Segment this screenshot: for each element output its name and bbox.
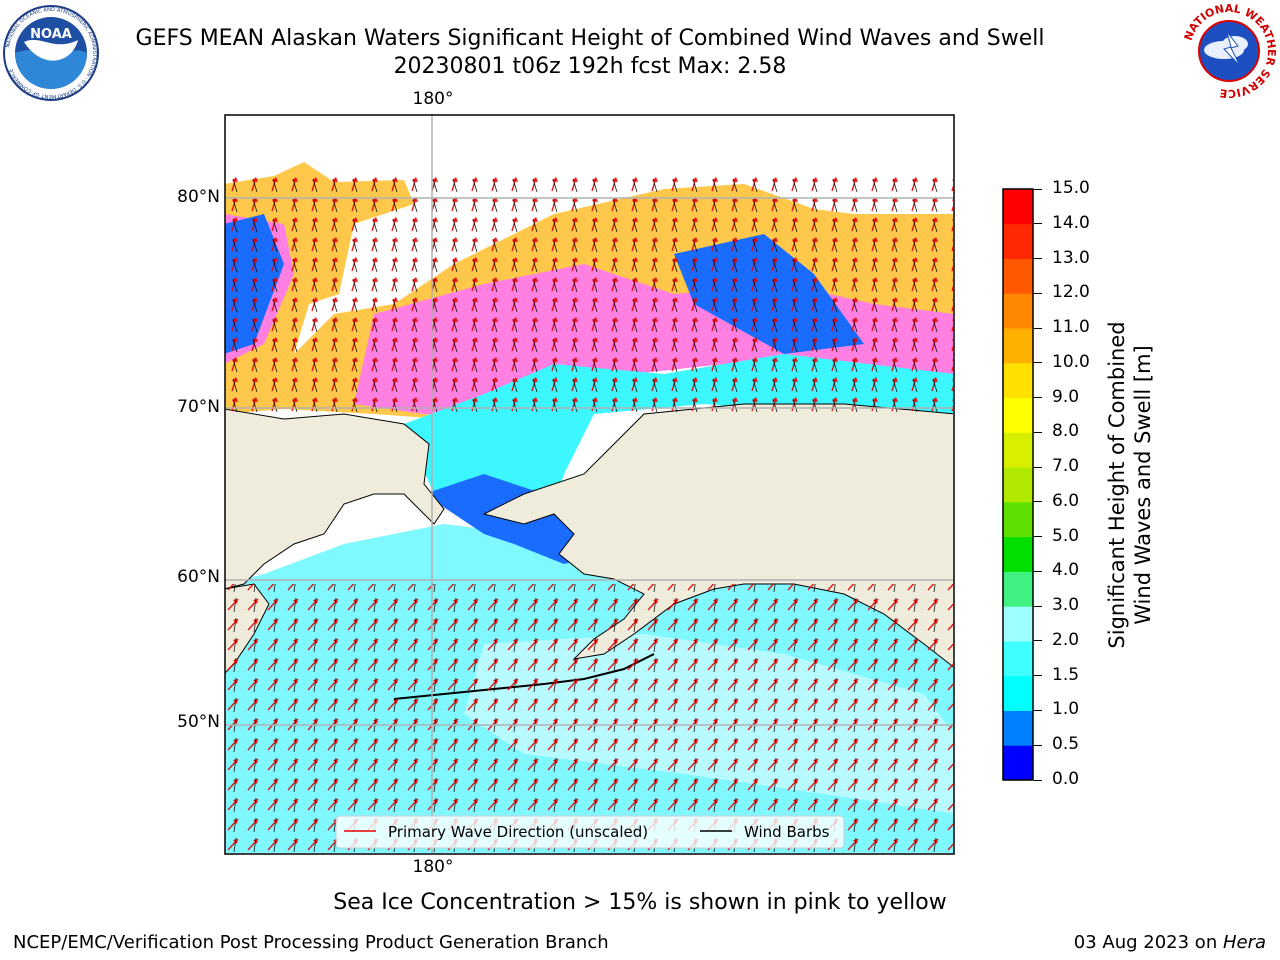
colorbar-tick-mark [1034, 292, 1042, 294]
footer-date: 03 Aug 2023 on Hera [1074, 932, 1266, 953]
footer-date-text: 03 Aug 2023 on [1073, 932, 1223, 953]
colorbar-tick-label: 1.0 [1052, 699, 1080, 720]
colorbar-tick-label: 14.0 [1052, 212, 1090, 233]
map-frame [224, 114, 955, 855]
lon-label-bottom: 180° [412, 857, 454, 877]
colorbar-tick-label: 0.5 [1052, 734, 1080, 755]
colorbar-tick-label: 6.0 [1052, 490, 1080, 511]
colorbar-tick-mark [1034, 709, 1042, 711]
colorbar-title-line2: Wind Waves and Swell [m] [1131, 345, 1155, 625]
colorbar-tick-label: 7.0 [1052, 456, 1080, 477]
colorbar-tick-label: 0.0 [1052, 769, 1080, 789]
colorbar-tick-label: 5.0 [1052, 525, 1080, 546]
nws-logo: NATIONAL WEATHER SERVICE [1182, 2, 1278, 100]
lon-label-top: 180° [412, 89, 454, 109]
colorbar-tick-mark [1034, 744, 1042, 746]
colorbar-tick-mark [1034, 675, 1042, 677]
noaa-logo: NOAA NATIONAL OCEANIC AND ATMOSPHERIC AD… [3, 5, 99, 101]
siberia-land [225, 408, 445, 590]
map-subtitle: 20230801 t06z 192h fcst Max: 2.58 [393, 54, 787, 79]
colorbar-tick-label: 9.0 [1052, 386, 1080, 407]
legend-wind-label: Wind Barbs [744, 823, 830, 841]
legend-wave-label: Primary Wave Direction (unscaled) [388, 823, 648, 841]
colorbar-tick-label: 4.0 [1052, 560, 1080, 581]
lat-label-80: 80°N [177, 187, 220, 207]
footer-branch: NCEP/EMC/Verification Post Processing Pr… [13, 932, 609, 953]
colorbar-title-line1: Significant Height of Combined [1105, 321, 1129, 649]
colorbar-tick-label: 2.0 [1052, 629, 1080, 650]
colorbar-segment [1003, 675, 1033, 711]
colorbar-tick-label: 10.0 [1052, 351, 1090, 372]
colorbar-segment [1003, 501, 1033, 538]
colorbar-tick-mark [1034, 431, 1042, 433]
map-legend: Primary Wave Direction (unscaled) Wind B… [335, 815, 845, 849]
colorbar-tick-label: 3.0 [1052, 595, 1080, 616]
colorbar [1002, 188, 1034, 781]
colorbar-segment [1003, 745, 1033, 781]
colorbar-segment [1003, 606, 1033, 642]
lat-label-50: 50°N [177, 712, 220, 732]
colorbar-segment [1003, 536, 1033, 572]
colorbar-tick-mark [1034, 223, 1042, 225]
colorbar-tick-label: 13.0 [1052, 247, 1090, 268]
colorbar-tick-label: 12.0 [1052, 282, 1090, 303]
colorbar-segment [1003, 640, 1033, 677]
colorbar-tick-label: 1.5 [1052, 664, 1080, 685]
colorbar-tick-label: 15.0 [1052, 178, 1090, 198]
colorbar-segment [1003, 397, 1033, 433]
colorbar-tick-mark [1034, 501, 1042, 503]
colorbar-segment [1003, 467, 1033, 503]
colorbar-tick-mark [1034, 362, 1042, 364]
wave-arrows-ocean [225, 584, 953, 853]
colorbar-tick-mark [1034, 605, 1042, 607]
colorbar-segment [1003, 189, 1033, 225]
lat-label-70: 70°N [177, 397, 220, 417]
wave-arrows-arctic [225, 174, 953, 414]
colorbar-tick-mark [1034, 570, 1042, 572]
colorbar-tick-mark [1034, 397, 1042, 399]
colorbar-title: Significant Height of Combined Wind Wave… [1104, 321, 1156, 648]
colorbar-tick-mark [1034, 327, 1042, 329]
colorbar-tick-mark [1034, 779, 1042, 781]
colorbar-segment [1003, 362, 1033, 399]
colorbar-tick-label: 11.0 [1052, 317, 1090, 338]
graticule [225, 115, 953, 853]
colorbar-tick-mark [1034, 536, 1042, 538]
colorbar-tick-mark [1034, 188, 1042, 190]
colorbar-segment [1003, 571, 1033, 607]
colorbar-segment [1003, 432, 1033, 468]
map-panel: Primary Wave Direction (unscaled) Wind B… [224, 114, 955, 855]
colorbar-segment [1003, 710, 1033, 746]
map-title: GEFS MEAN Alaskan Waters Significant Hei… [135, 26, 1045, 51]
colorbar-segment [1003, 293, 1033, 329]
colorbar-tick-mark [1034, 640, 1042, 642]
colorbar-tick-mark [1034, 258, 1042, 260]
sea-ice-note: Sea Ice Concentration > 15% is shown in … [333, 890, 947, 915]
colorbar-segment [1003, 328, 1033, 364]
colorbar-segment [1003, 223, 1033, 260]
lat-label-60: 60°N [177, 567, 220, 587]
footer-host: Hera [1222, 932, 1266, 953]
colorbar-segment [1003, 258, 1033, 294]
noaa-label: NOAA [30, 27, 72, 42]
colorbar-tick-label: 8.0 [1052, 421, 1080, 442]
colorbar-tick-mark [1034, 466, 1042, 468]
